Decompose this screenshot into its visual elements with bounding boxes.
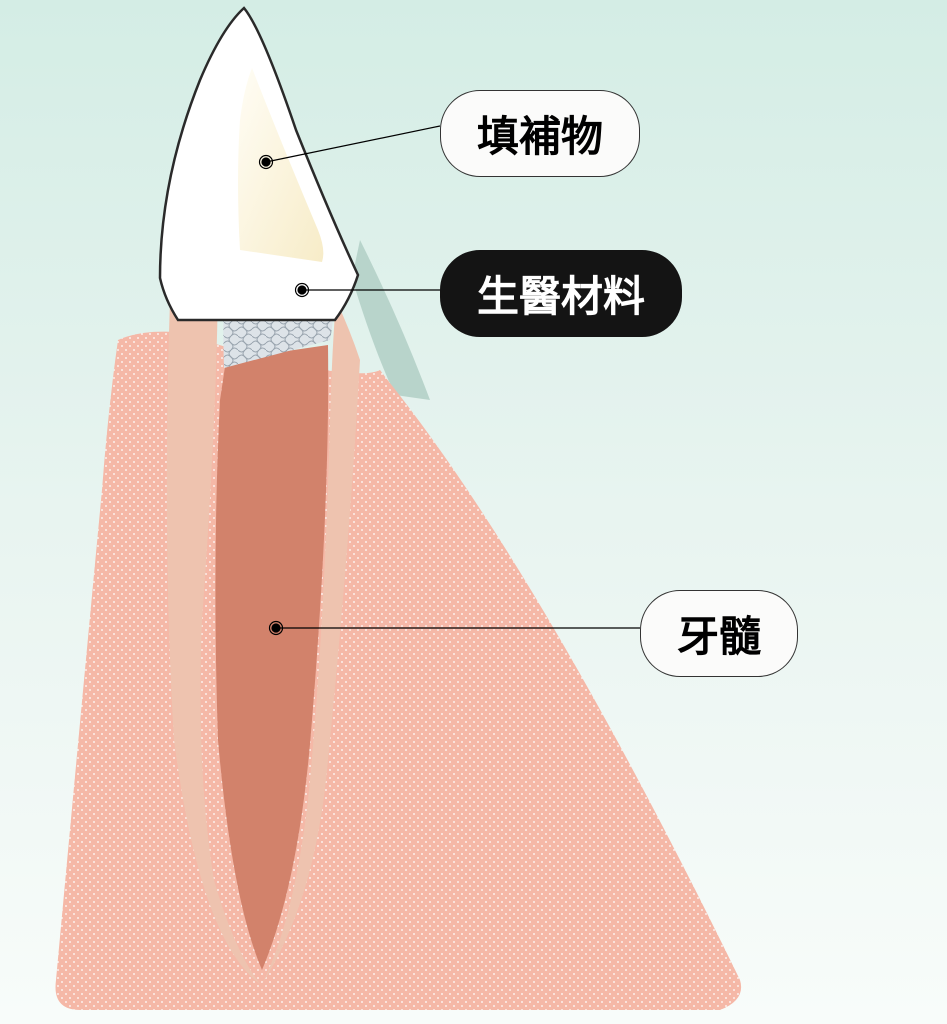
gum-tissue bbox=[56, 332, 742, 1010]
label-pulp-text: 牙髓 bbox=[677, 603, 761, 664]
label-pulp: 牙髓 bbox=[640, 590, 798, 677]
label-biomaterial-text: 生醫材料 bbox=[477, 263, 645, 324]
label-filling-text: 填補物 bbox=[477, 103, 603, 164]
label-filling: 填補物 bbox=[440, 90, 640, 177]
tooth-anatomy-diagram: 填補物 生醫材料 牙髓 bbox=[0, 0, 947, 1024]
label-biomaterial: 生醫材料 bbox=[440, 250, 682, 337]
